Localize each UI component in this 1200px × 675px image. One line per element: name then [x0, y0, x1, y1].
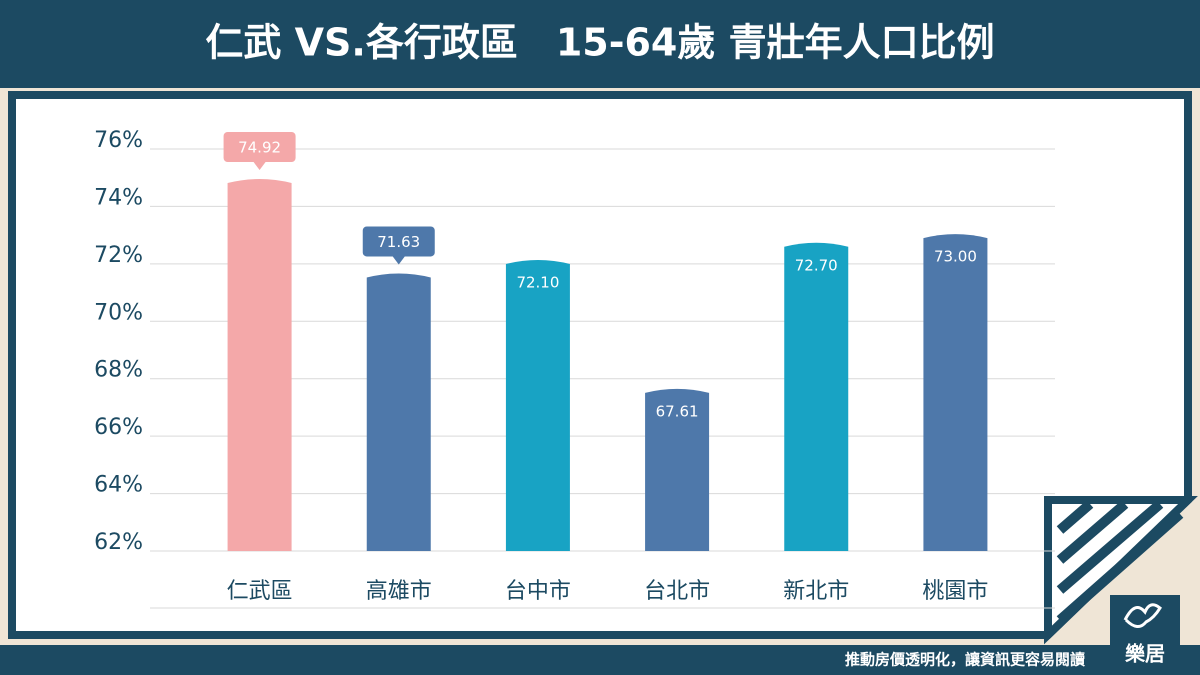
- logo-box: [1110, 595, 1180, 675]
- logo-mark: [1123, 603, 1162, 628]
- panel: [8, 91, 1192, 639]
- x-tick-label: 台中市: [505, 579, 571, 604]
- y-tick-label: 72%: [94, 243, 143, 268]
- callout: [223, 132, 296, 171]
- x-tick-label: 仁武區: [227, 579, 293, 604]
- y-tick-label: 74%: [94, 185, 143, 210]
- folded-corner: [1044, 496, 1198, 645]
- x-tick-label: 台北市: [644, 579, 710, 604]
- footer-slogan: 推動房價透明化，讓資訊更容易閱讀: [845, 651, 1085, 669]
- bar: [645, 388, 710, 551]
- bar: [923, 234, 988, 551]
- value-label: 72.10: [516, 273, 559, 291]
- y-tick-label: 70%: [94, 300, 143, 325]
- bar: [505, 259, 570, 551]
- x-tick-label: 新北市: [783, 579, 849, 604]
- bar: [784, 242, 849, 551]
- bar: [227, 179, 292, 552]
- value-label: 73.00: [934, 248, 977, 266]
- value-label: 71.63: [377, 233, 420, 251]
- y-tick-label: 64%: [94, 473, 143, 498]
- logo-text: 樂居: [1125, 642, 1165, 666]
- y-tick-label: 68%: [94, 358, 143, 383]
- bar: [366, 273, 431, 551]
- value-label: 67.61: [656, 402, 699, 420]
- y-tick-label: 76%: [94, 128, 143, 153]
- x-tick-label: 高雄市: [366, 579, 432, 604]
- y-tick-label: 62%: [94, 530, 143, 555]
- plot: 62% 64% 66% 68% 70% 72% 74% 76% 仁武區 74.92 高雄市 71.63…: [94, 128, 1055, 604]
- footer-band: [0, 645, 1200, 675]
- value-label: 72.70: [795, 256, 838, 274]
- value-label: 74.92: [238, 139, 281, 157]
- callout: [362, 226, 435, 265]
- y-tick-label: 66%: [94, 415, 143, 440]
- header: [0, 0, 1200, 88]
- chart-title: 仁武 VS.各行政區 15-64歲 青壯年人口比例: [205, 21, 994, 65]
- x-tick-label: 桃園市: [922, 579, 988, 604]
